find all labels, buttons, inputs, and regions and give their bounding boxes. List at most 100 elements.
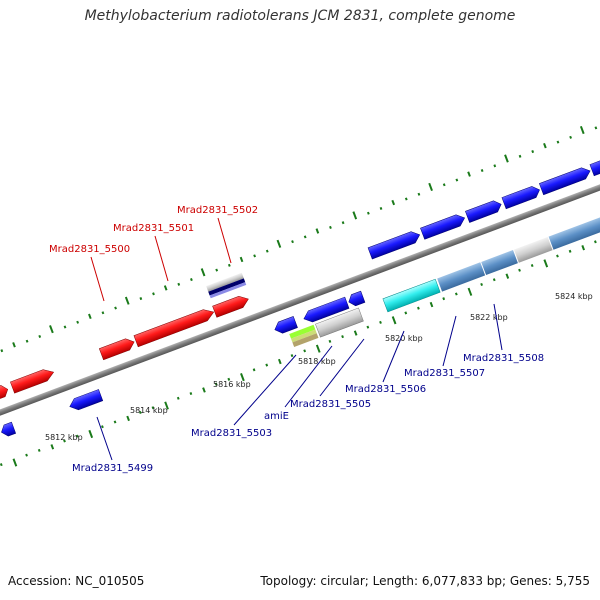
tick-mark (531, 150, 535, 154)
tick-mark (215, 268, 219, 272)
tick-mark (177, 282, 181, 286)
gene-arrow-mrad2831-5501[interactable] (212, 293, 251, 318)
gene-block-mrad2831-5506[interactable] (437, 262, 486, 292)
tick-mark (200, 268, 206, 277)
tick-mark (101, 425, 104, 429)
gene-block-amie[interactable] (315, 307, 364, 338)
tick-mark (75, 434, 79, 438)
tick-mark (379, 206, 383, 210)
gene-label-amie[interactable]: amiE (264, 411, 289, 422)
tick-mark (0, 349, 4, 353)
gene-label-mrad2831-5505[interactable]: Mrad2831_5505 (290, 399, 371, 410)
tick-label-5824: 5824 kbp (555, 292, 593, 301)
tick-mark (189, 392, 193, 396)
tick-mark (341, 221, 345, 225)
tick-mark (428, 182, 433, 192)
gene-block-mrad2831-5505[interactable] (382, 278, 441, 313)
tick-mark (504, 154, 509, 163)
gene-arrow[interactable] (347, 290, 366, 308)
gene-label-mrad2831-5503[interactable]: Mrad2831_5503 (191, 428, 272, 439)
tick-mark (50, 444, 55, 450)
tick-mark (329, 225, 332, 229)
tick-mark (543, 259, 549, 268)
tick-mark (455, 178, 459, 182)
tick-label-5820: 5820 kbp (385, 334, 423, 343)
tick-mark (367, 211, 370, 215)
tick-label-5812: 5812 kbp (45, 433, 83, 442)
tick-mark (88, 429, 94, 439)
gene-label-mrad2831-5499[interactable]: Mrad2831_5499 (72, 463, 153, 474)
tick-label-5814: 5814 kbp (130, 406, 168, 415)
reverse-strand-genes (0, 216, 600, 438)
tick-mark (12, 458, 18, 467)
gene-block-mrad2831-5503-striped[interactable] (289, 324, 319, 348)
gene-arrow[interactable] (10, 366, 55, 394)
tick-mark (530, 263, 534, 268)
tick-mark (556, 254, 559, 258)
tick-mark (480, 282, 483, 287)
tick-mark (278, 358, 282, 365)
tick-mark (404, 197, 408, 201)
gene-label-mrad2831-5501[interactable]: Mrad2831_5501 (113, 223, 194, 234)
gene-arrow[interactable] (501, 184, 542, 210)
topology-text: Topology: circular; Length: 6,077,833 bp… (260, 574, 590, 588)
gene-arrow[interactable] (98, 336, 136, 361)
gene-arrow[interactable] (367, 229, 422, 260)
gene-block-mrad2831-5508[interactable] (513, 237, 553, 263)
gene-block-mrad2831-5507[interactable] (481, 250, 518, 276)
gene-arrow[interactable] (0, 384, 10, 403)
gene-label-mrad2831-5502[interactable]: Mrad2831_5502 (177, 205, 258, 216)
tick-mark (290, 354, 294, 358)
tick-mark (227, 377, 231, 381)
tick-mark (265, 363, 269, 367)
tick-mark (518, 268, 521, 272)
gene-arrow[interactable] (420, 212, 466, 240)
tick-label-5816: 5816 kbp (213, 380, 251, 389)
tick-mark (594, 240, 597, 244)
tick-mark (151, 406, 155, 410)
tick-mark (163, 285, 168, 291)
tick-mark (37, 448, 41, 452)
tick-mark (239, 256, 244, 263)
tick-mark (152, 292, 155, 296)
tick-mark (12, 342, 16, 348)
tick-mark (353, 330, 358, 336)
scale-tick-labels: 5812 kbp 5814 kbp 5816 kbp 5818 kbp 5820… (45, 292, 593, 442)
tick-mark (114, 306, 117, 310)
tick-mark (240, 373, 245, 382)
gene-arrow-mrad2831-5499[interactable] (68, 389, 104, 412)
gene-block-mrad2831-5502[interactable] (206, 272, 247, 299)
tick-mark (315, 344, 321, 353)
tick-mark (190, 278, 193, 282)
tick-mark (88, 313, 92, 320)
gene-arrow[interactable] (465, 199, 503, 223)
tick-mark (442, 297, 446, 301)
tick-mark (113, 420, 117, 424)
tick-mark (442, 183, 446, 187)
tick-mark (366, 325, 370, 329)
gene-label-mrad2831-5500[interactable]: Mrad2831_5500 (49, 244, 130, 255)
tick-mark (124, 296, 130, 305)
tick-mark (63, 325, 67, 329)
gene-label-mrad2831-5506[interactable]: Mrad2831_5506 (345, 384, 426, 395)
page-title: Methylobacterium radiotolerans JCM 2831,… (84, 8, 516, 24)
tick-mark (101, 311, 105, 315)
gene-block[interactable] (548, 216, 600, 250)
gene-arrow[interactable] (589, 157, 600, 177)
gene-label-mrad2831-5507[interactable]: Mrad2831_5507 (404, 368, 485, 379)
forward-tick-track (0, 125, 598, 353)
tick-mark (202, 387, 206, 393)
tick-mark (569, 135, 572, 139)
tick-mark (467, 171, 471, 177)
gene-arrow-mrad2831-5500[interactable] (133, 306, 216, 348)
tick-mark (341, 335, 344, 339)
gene-label-mrad2831-5508[interactable]: Mrad2831_5508 (463, 353, 544, 364)
tick-mark (227, 263, 231, 267)
tick-mark (252, 368, 256, 372)
gene-arrow[interactable] (539, 165, 592, 196)
gene-arrow[interactable] (0, 421, 17, 438)
tick-mark (25, 339, 29, 343)
gene-arrow-mrad2831-5503[interactable] (273, 316, 298, 335)
gene-arrow[interactable] (302, 296, 350, 324)
